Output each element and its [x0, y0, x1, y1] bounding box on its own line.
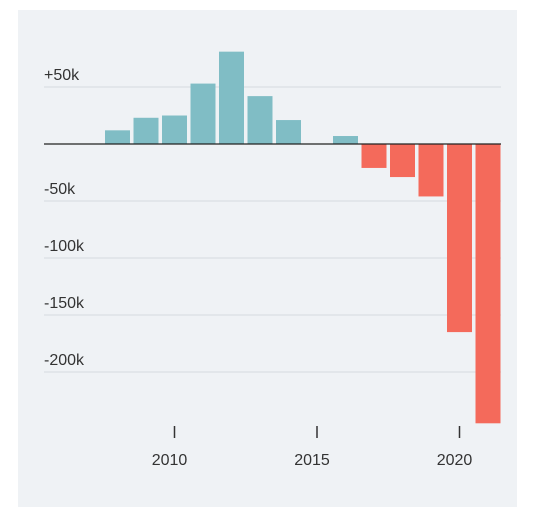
y-tick-label: -200k [44, 352, 85, 369]
y-tick-label: -150k [44, 295, 85, 312]
bar-2010 [162, 115, 187, 144]
bar-2020 [447, 144, 472, 333]
bar-2008 [105, 130, 130, 144]
bars [105, 51, 501, 424]
bar-2016 [333, 136, 358, 144]
bar-2011 [190, 83, 216, 144]
gridlines [44, 86, 501, 373]
bar-2013 [247, 96, 273, 144]
bar-2012 [219, 51, 244, 144]
bar-2017 [361, 144, 387, 168]
bar-2009 [133, 117, 159, 144]
x-tick-label: 2015 [294, 452, 330, 469]
x-tick-label: 2010 [152, 452, 188, 469]
bar-2014 [276, 120, 301, 144]
y-tick-label: -100k [44, 238, 85, 255]
y-axis-labels: +50k -50k -100k -150k -200k [44, 67, 85, 369]
bar-2018 [390, 144, 415, 178]
y-tick-label: +50k [44, 67, 80, 84]
x-axis: 2010 2015 2020 [152, 426, 473, 469]
x-tick-label: 2020 [437, 452, 473, 469]
bar-2021 [475, 144, 501, 424]
y-tick-label: -50k [44, 181, 76, 198]
bar-2019 [418, 144, 444, 197]
